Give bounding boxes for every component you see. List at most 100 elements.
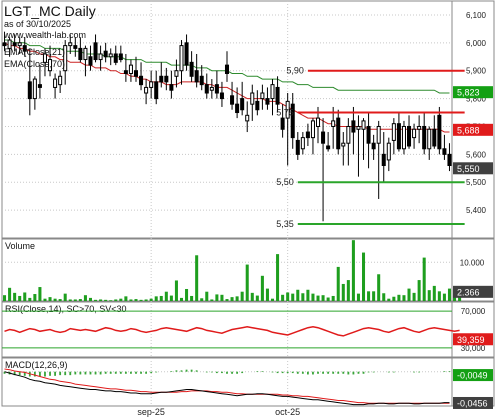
volume-bar xyxy=(362,252,366,301)
volume-bar xyxy=(281,294,285,301)
x-axis-label: oct-25 xyxy=(275,407,300,417)
candle-body xyxy=(356,125,361,130)
volume-bar xyxy=(124,296,128,301)
candle-body xyxy=(214,84,219,94)
macd-badge-bg xyxy=(453,396,493,409)
volume-badge: 2.366 xyxy=(457,287,480,297)
candle-body xyxy=(381,153,386,167)
volume-bar xyxy=(458,294,462,301)
volume-bar xyxy=(109,300,113,301)
volume-bar xyxy=(397,294,401,301)
candle-body xyxy=(2,42,7,47)
volume-bar xyxy=(235,296,239,301)
macd-badge-bg xyxy=(453,369,493,382)
candle-body xyxy=(12,42,17,47)
volume-bar xyxy=(422,257,426,301)
candle-body xyxy=(447,153,452,167)
volume-bar xyxy=(260,275,264,301)
candle-body xyxy=(280,117,285,130)
candle-body xyxy=(371,142,376,150)
price-badge-bg xyxy=(453,162,493,175)
candle-body xyxy=(78,47,83,61)
volume-bar xyxy=(417,280,421,301)
volume-bar xyxy=(372,291,376,301)
candle-body xyxy=(412,128,417,139)
volume-bar xyxy=(174,280,178,301)
rsi-line xyxy=(4,326,460,337)
volume-bar xyxy=(220,294,224,301)
price-tick-label: 6,000 xyxy=(466,39,487,48)
volume-bar xyxy=(129,299,133,301)
volume-bar xyxy=(286,292,290,301)
candle-body xyxy=(315,117,321,127)
candle-body xyxy=(235,103,240,114)
candle-body xyxy=(48,59,53,72)
volume-bar xyxy=(291,293,295,301)
volume-bar xyxy=(68,299,72,301)
volume-bar xyxy=(28,297,32,301)
volume-bar xyxy=(377,274,381,301)
candle-body xyxy=(103,50,108,58)
rsi-tick-label: 30,000 xyxy=(461,344,486,353)
candle-body xyxy=(219,92,224,100)
macd-line xyxy=(4,371,450,406)
price-badge-bg xyxy=(453,86,493,99)
candle-body xyxy=(260,92,265,100)
volume-bar xyxy=(179,297,184,301)
volume-bar xyxy=(351,240,355,301)
candle-body xyxy=(184,42,189,66)
volume-bar xyxy=(412,292,416,301)
volume-bar xyxy=(58,299,62,301)
volume-bar xyxy=(104,299,108,301)
candle-body xyxy=(401,125,406,150)
volume-bar xyxy=(367,291,371,301)
volume-bar xyxy=(392,296,396,301)
volume-bar xyxy=(48,297,52,301)
volume-bar xyxy=(311,293,315,301)
candle-body xyxy=(270,84,275,100)
volume-bar xyxy=(321,295,325,301)
price-tick-label: 6,100 xyxy=(466,11,487,20)
candle-body xyxy=(174,70,179,77)
volume-bar xyxy=(3,295,7,301)
volume-bar xyxy=(18,295,22,301)
volume-bar xyxy=(13,292,17,301)
volume-bar xyxy=(149,298,153,301)
volume-bar xyxy=(270,298,275,301)
price-tick-label: 5,900 xyxy=(466,67,487,76)
volume-bar xyxy=(154,296,158,301)
volume-bar xyxy=(240,291,244,301)
candle-body xyxy=(331,120,336,127)
volume-bar xyxy=(195,255,199,301)
candle-body xyxy=(189,61,194,77)
level-label: 5,90 xyxy=(286,66,304,76)
level-label: 5,35 xyxy=(276,219,294,229)
volume-bar xyxy=(427,290,431,301)
candle-body xyxy=(346,125,351,144)
price-tick-label: 5,600 xyxy=(466,150,487,159)
candle-body xyxy=(417,125,422,130)
candle-body xyxy=(164,75,169,83)
volume-bar xyxy=(169,295,173,301)
rsi-badge-bg xyxy=(453,333,493,346)
candle-body xyxy=(437,114,442,150)
price-tick-label: 5,400 xyxy=(466,206,487,215)
x-axis-label: sep-25 xyxy=(137,407,165,417)
volume-bar xyxy=(185,288,189,301)
volume-bar xyxy=(144,299,148,301)
volume-bar xyxy=(316,295,320,301)
volume-bar xyxy=(346,280,350,301)
volume-bar xyxy=(326,297,330,301)
candle-body xyxy=(133,70,139,77)
candle-body xyxy=(224,64,230,74)
candle-body xyxy=(295,139,300,155)
volume-title: Volume xyxy=(5,241,35,251)
candle-body xyxy=(17,42,22,47)
candle-body xyxy=(83,47,88,61)
candle-body xyxy=(391,123,396,141)
volume-bar xyxy=(33,294,37,301)
candle-body xyxy=(336,117,341,150)
price-badge: 5,823 xyxy=(457,88,480,98)
